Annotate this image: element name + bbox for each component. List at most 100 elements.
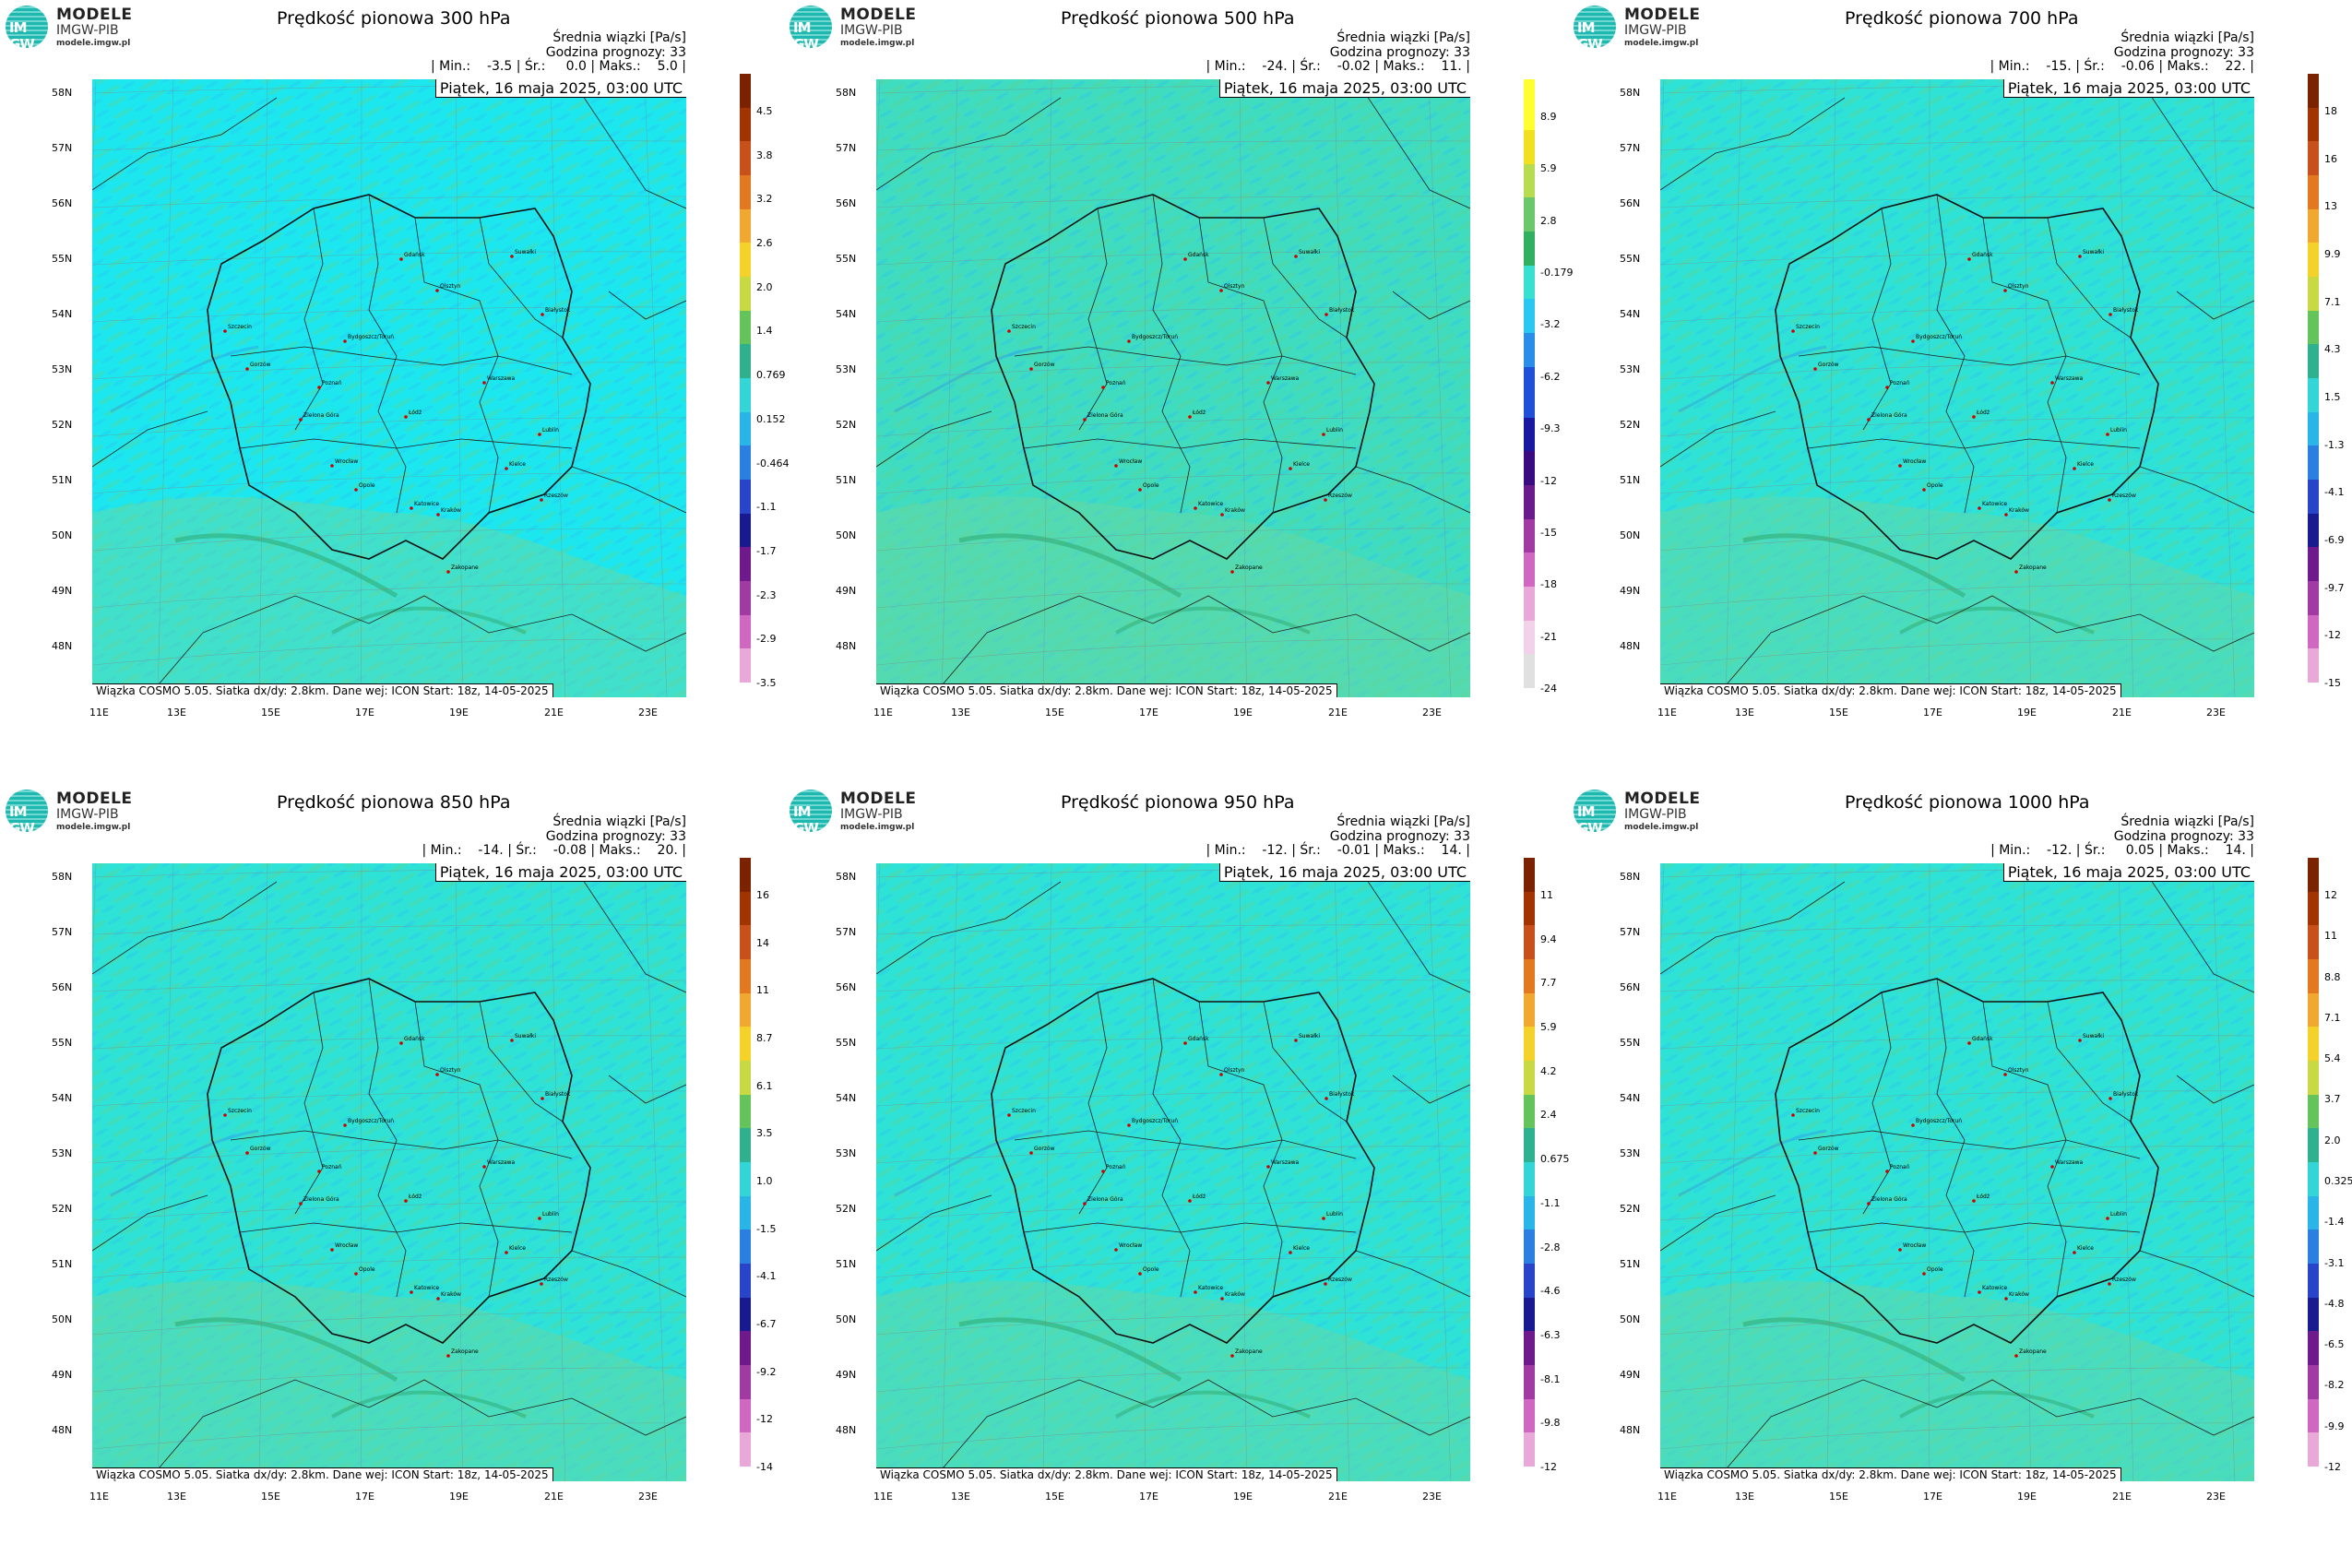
imgw-logo-icon: IM GW	[790, 6, 832, 53]
colorbar-segment	[740, 344, 751, 362]
stats-label: | Min.: -24. | Śr.: -0.02 | Maks.: 11. |	[1206, 59, 1470, 74]
colorbar-segment	[740, 141, 751, 159]
city-label: Opole	[1143, 1266, 1159, 1273]
latitude-tick-label: 55N	[1620, 1037, 1641, 1049]
colorbar-segment	[2308, 276, 2319, 294]
latitude-tick-label: 57N	[836, 142, 857, 154]
colorbar-segment	[1524, 434, 1535, 452]
colorbar-segment	[740, 665, 751, 683]
city-label: Zielona Góra	[1087, 412, 1123, 419]
city-label: Poznań	[1106, 1164, 1126, 1170]
colorbar-segment	[740, 858, 751, 875]
imgw-logo: IM GW MODELE IMGW-PIB modele.imgw.pl	[6, 6, 172, 53]
city-label: Warszawa	[1271, 1159, 1300, 1166]
city-marker	[1922, 488, 1926, 492]
longitude-tick-label: 21E	[544, 1491, 564, 1503]
longitude-tick-label: 15E	[1045, 1491, 1064, 1503]
city-label: Lublin	[2110, 427, 2127, 434]
colorbar-tick-label: 8.7	[756, 1032, 773, 1044]
city-label: Gdańsk	[1972, 252, 1993, 258]
logo-title: MODELE	[1624, 790, 1701, 808]
city-marker	[223, 1113, 227, 1117]
city-marker	[1813, 367, 1817, 371]
forecast-date-label: Piątek, 16 maja 2025, 03:00 UTC	[2002, 79, 2254, 98]
logo-badge-text: IM GW	[793, 803, 819, 837]
city-marker	[1138, 488, 1142, 492]
latitude-tick-label: 57N	[52, 926, 73, 938]
colorbar-segment	[1524, 1263, 1535, 1281]
longitude-tick-label: 15E	[261, 707, 280, 719]
colorbar-tick-label: 1.0	[756, 1175, 773, 1187]
latitude-tick-label: 49N	[52, 585, 73, 597]
city-marker	[1898, 1248, 1902, 1252]
city-marker	[1188, 1199, 1192, 1203]
longitude-tick-label: 17E	[355, 707, 374, 719]
city-label: Katowice	[414, 1285, 439, 1291]
colorbar-segment	[1524, 129, 1535, 148]
forecast-hour-label: Godzina prognozy: 33	[1329, 45, 1470, 60]
colorbar-segment	[1524, 1331, 1535, 1348]
logo-title: MODELE	[56, 790, 133, 808]
city-label: Olsztyn	[1224, 283, 1245, 290]
colorbar-segment	[740, 1348, 751, 1365]
latitude-tick-label: 56N	[52, 197, 73, 209]
city-label: Olsztyn	[440, 1067, 461, 1074]
longitude-tick-label: 11E	[873, 1491, 893, 1503]
city-label: Łódź	[1976, 1194, 1990, 1200]
city-marker	[510, 1039, 514, 1042]
imgw-logo: IM GW MODELE IMGW-PIB modele.imgw.pl	[1574, 6, 1740, 53]
longitude-tick-label: 11E	[873, 707, 893, 719]
forecast-hour-label: Godzina prognozy: 33	[545, 45, 686, 60]
stats-label: | Min.: -12. | Śr.: -0.01 | Maks.: 14. |	[1206, 843, 1470, 858]
colorbar-segment	[740, 243, 751, 260]
logo-url: modele.imgw.pl	[1624, 823, 1699, 832]
colorbar-segment	[1524, 958, 1535, 977]
city-marker	[1898, 464, 1902, 468]
city-label: Gdańsk	[404, 1036, 425, 1042]
colorbar-segment	[740, 1195, 751, 1213]
colorbar	[740, 858, 751, 1467]
imgw-logo-icon: IM GW	[1574, 790, 1616, 837]
colorbar-segment	[740, 411, 751, 429]
colorbar-segment	[740, 225, 751, 244]
map-canvas: Gdańsk Suwałki Olsztyn Szczecin Białystok Byd…	[74, 862, 687, 1482]
city-label: Kielce	[1293, 1245, 1310, 1252]
colorbar-segment	[740, 1111, 751, 1129]
units-label: Średnia wiązki [Pa/s]	[1336, 814, 1470, 829]
colorbar-segment	[2308, 1229, 2319, 1247]
colorbar-segment	[740, 74, 751, 91]
city-marker	[540, 1282, 543, 1286]
city-label: Zakopane	[451, 1348, 479, 1355]
colorbar-tick-label: 4.2	[1540, 1064, 1557, 1077]
colorbar-tick-label: -6.7	[756, 1318, 777, 1330]
colorbar-segment	[1524, 265, 1535, 282]
colorbar-tick-label: -2.9	[756, 633, 777, 646]
colorbar-segment	[2308, 293, 2319, 311]
city-label: Gorzów	[1818, 362, 1839, 368]
forecast-date-label: Piątek, 16 maja 2025, 03:00 UTC	[434, 79, 686, 98]
model-info-footer: Wiązka COSMO 5.05. Siatka dx/dy: 2.8km. …	[92, 1467, 553, 1481]
city-label: Białystok	[2113, 307, 2139, 314]
colorbar-tick-label: 9.4	[1540, 932, 1557, 945]
colorbar-segment	[1524, 1145, 1535, 1162]
colorbar-segment	[1524, 891, 1535, 909]
colorbar-segment	[740, 174, 751, 193]
longitude-tick-label: 11E	[89, 707, 109, 719]
colorbar-tick-label: 2.4	[1540, 1109, 1557, 1122]
city-marker	[1194, 1290, 1197, 1294]
colorbar-segment	[1524, 113, 1535, 130]
city-label: Łódź	[1976, 410, 1990, 416]
latitude-tick-label: 56N	[836, 197, 857, 209]
colorbar-segment	[740, 992, 751, 1010]
latitude-tick-label: 58N	[1620, 87, 1641, 99]
colorbar-segment	[740, 90, 751, 108]
colorbar-segment	[2308, 598, 2319, 615]
colorbar-segment	[740, 377, 751, 396]
colorbar-tick-label: 8.8	[2324, 970, 2341, 983]
longitude-tick-label: 23E	[1422, 1491, 1442, 1503]
colorbar-tick-label: 16	[2324, 152, 2337, 165]
latitude-tick-label: 57N	[52, 142, 73, 154]
colorbar-segment	[1524, 1348, 1535, 1365]
city-marker	[1101, 386, 1105, 389]
city-label: Bydgoszcz/Toruń	[1132, 1118, 1178, 1124]
